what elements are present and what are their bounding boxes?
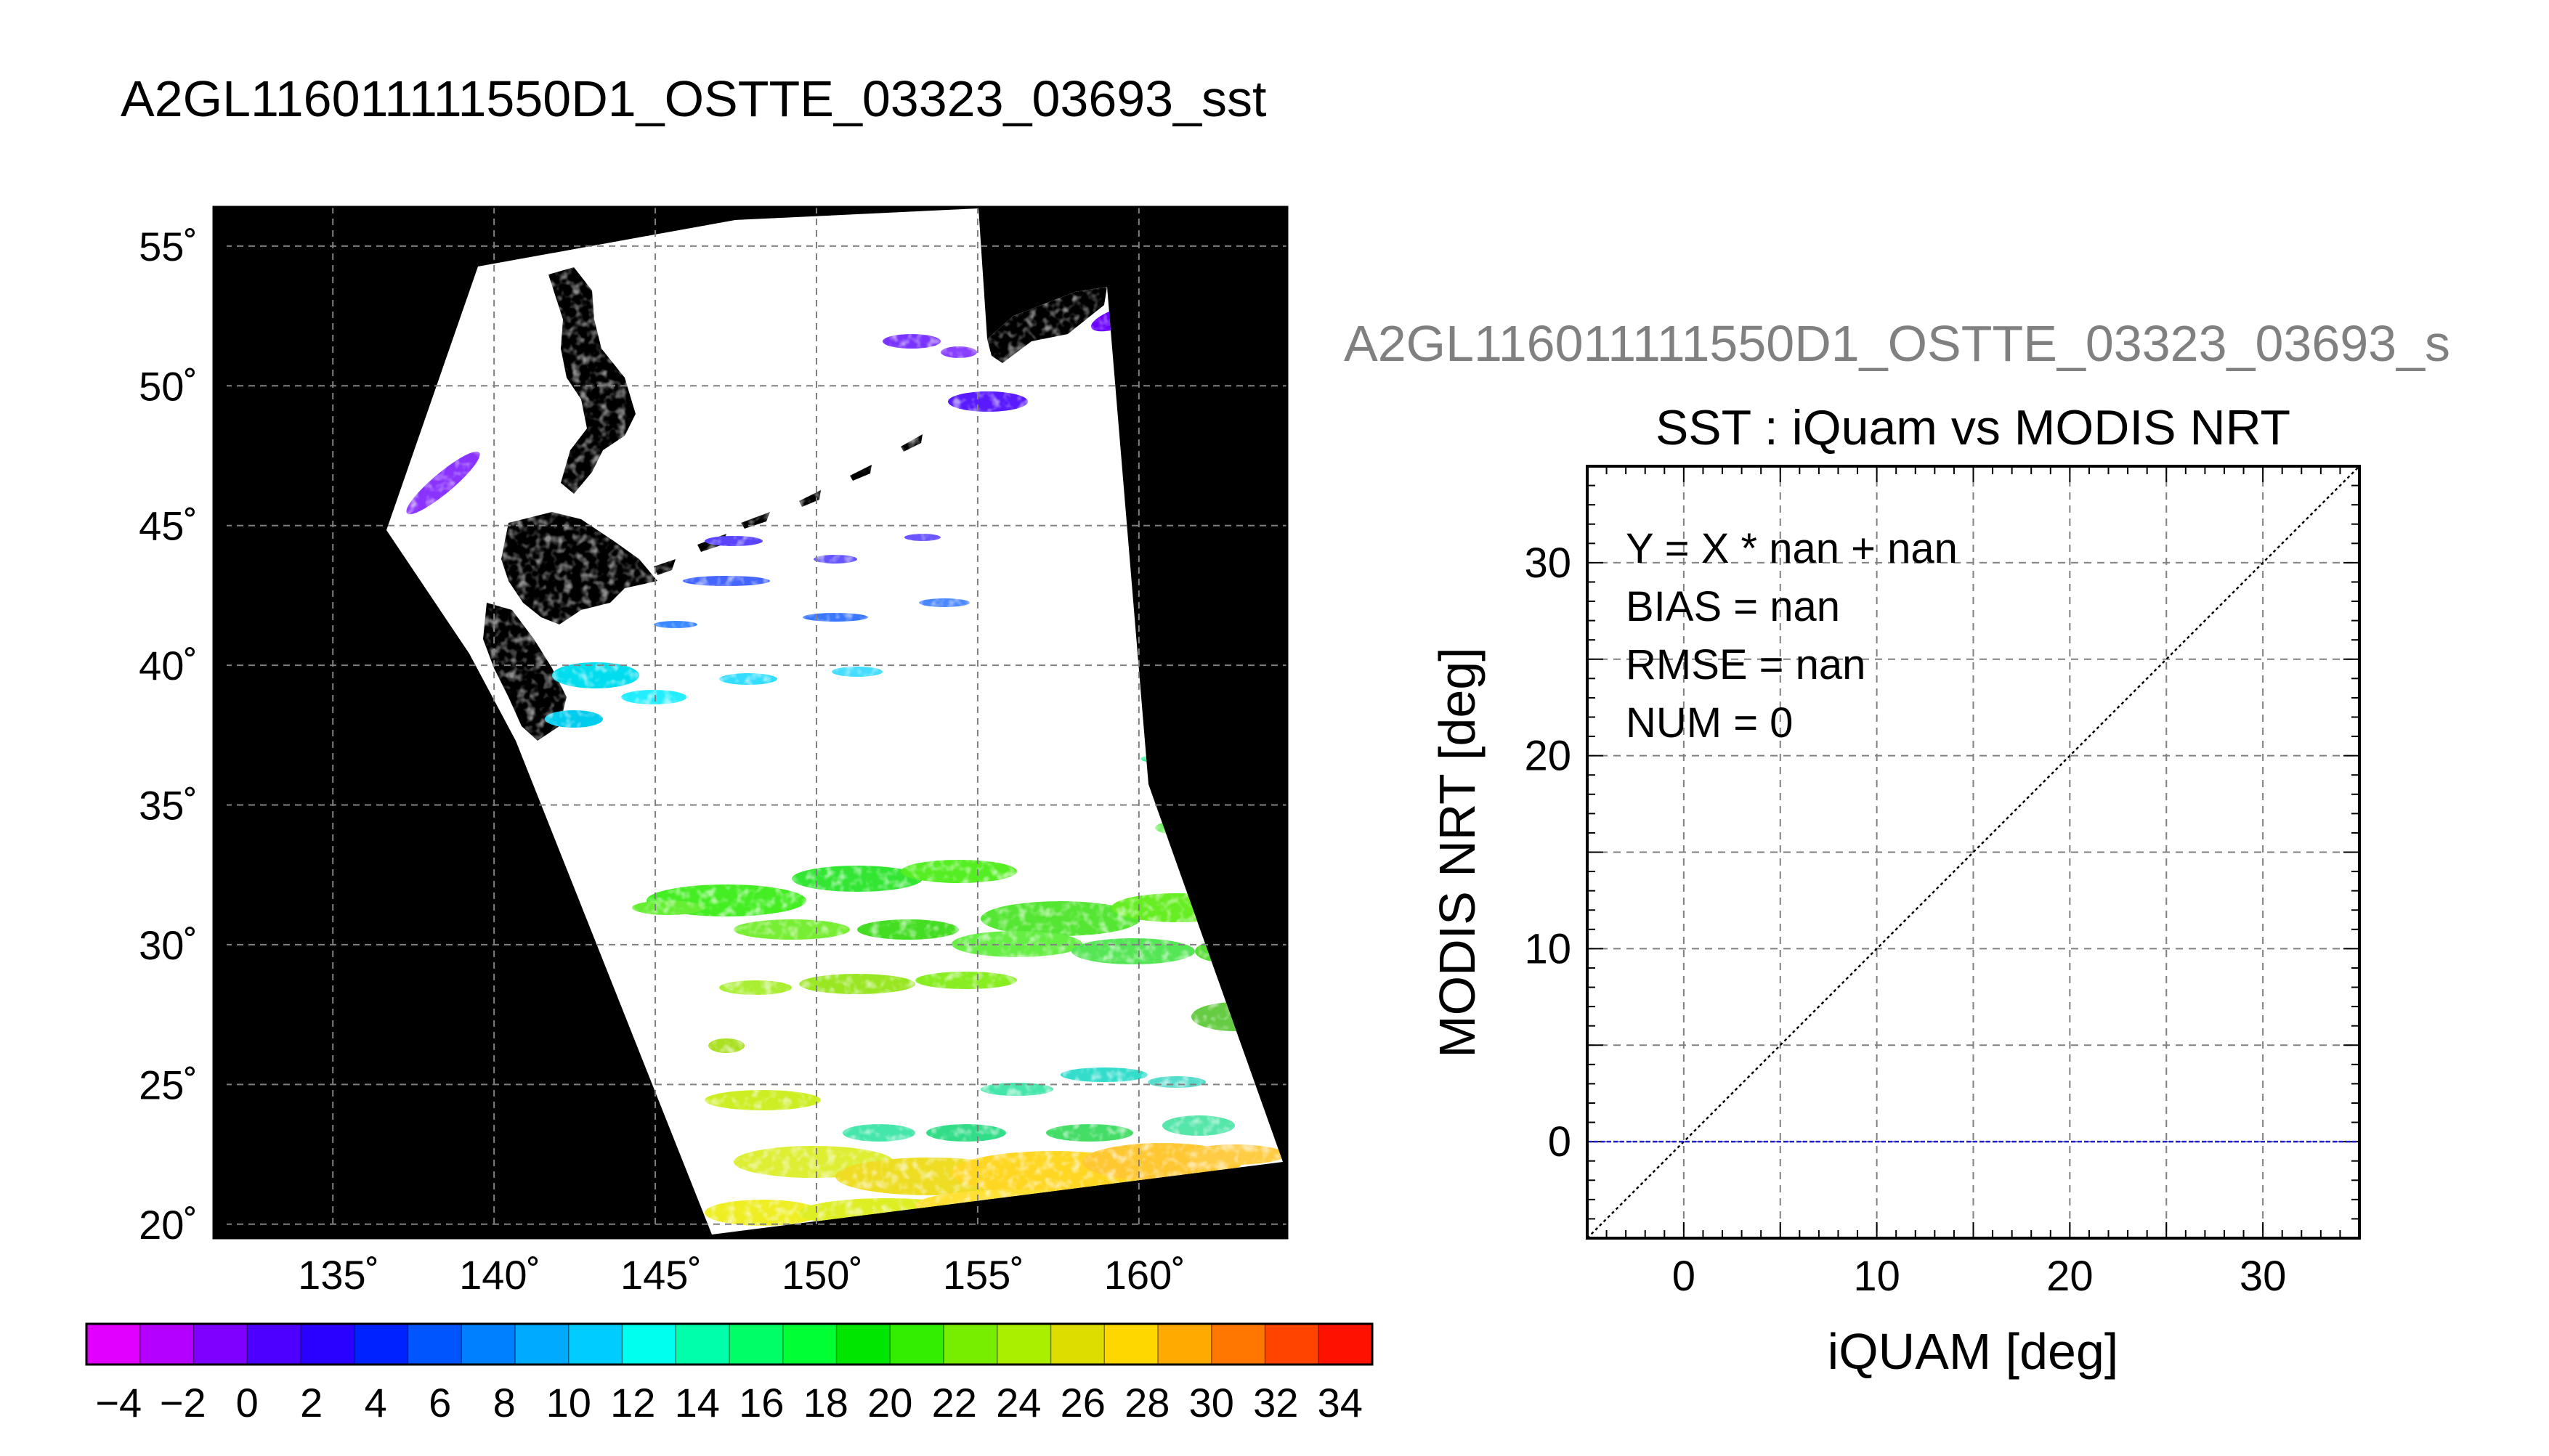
page-title: A2GL116011111550D1_OSTTE_03323_03693_sst (121, 70, 1267, 127)
lon-tick-label: 135˚ (298, 1252, 379, 1298)
lat-tick-label: 20˚ (139, 1202, 198, 1248)
colorbar-tick-label: 34 (1318, 1380, 1363, 1426)
colorbar-cell (354, 1324, 409, 1365)
colorbar-cell (1211, 1324, 1266, 1365)
colorbar-cell (729, 1324, 784, 1365)
scatter-y-tick-label: 30 (1524, 540, 1571, 587)
colorbar-frame (85, 1322, 1374, 1366)
colorbar-cell (1050, 1324, 1106, 1365)
colorbar-cell (408, 1324, 463, 1365)
colorbar: −4 −2 0 2 4 6 8 10 12 14 16 18 20 22 24 26 28 30 32 34 (85, 1322, 1374, 1426)
scatter-y-tick-label: 20 (1524, 733, 1571, 780)
scatter-title: SST : iQuam vs MODIS NRT (1656, 400, 2290, 455)
scatter-x-tick-label: 20 (2046, 1253, 2094, 1300)
scatter-file-label: A2GL116011111550D1_OSTTE_03323_03693_s (1344, 315, 2450, 372)
colorbar-tick-label: 26 (1061, 1380, 1106, 1426)
colorbar-cell (676, 1324, 730, 1365)
colorbar-cell (301, 1324, 355, 1365)
colorbar-tick-label: −4 (95, 1380, 142, 1426)
colorbar-cell (622, 1324, 677, 1365)
colorbar-tick-label: 10 (546, 1380, 591, 1426)
scatter-x-tick-label: 0 (1672, 1253, 1695, 1300)
colorbar-tick-label: 16 (739, 1380, 784, 1426)
colorbar-cell (1318, 1324, 1373, 1365)
lon-tick-label: 155˚ (943, 1252, 1024, 1298)
colorbar-cell (247, 1324, 301, 1365)
colorbar-tick-label: 28 (1124, 1380, 1170, 1426)
scatter-y-tick-label: 0 (1548, 1118, 1571, 1166)
stats-regression: Y = X * nan + nan (1626, 525, 1958, 572)
colorbar-cell (515, 1324, 570, 1365)
colorbar-tick-label: 12 (610, 1380, 655, 1426)
lat-tick-label: 50˚ (139, 363, 198, 409)
scatter-frame (1586, 465, 2361, 1240)
scatter-y-tick-labels: 0 10 20 30 (1524, 540, 1571, 1166)
lat-tick-label: 30˚ (139, 922, 198, 968)
colorbar-cell (890, 1324, 944, 1365)
colorbar-cell (461, 1324, 516, 1365)
colorbar-cell (568, 1324, 623, 1365)
colorbar-cells (86, 1324, 1373, 1365)
colorbar-cell (86, 1324, 141, 1365)
scatter-y-tick-label: 10 (1524, 925, 1571, 972)
map-frame (212, 206, 1289, 1240)
sst-map-panel: 55˚ 50˚ 45˚ 40˚ 35˚ 30˚ 25˚ 20˚ 135˚ 140˚ 145˚ 150… (139, 206, 1289, 1298)
colorbar-tick-label: 14 (675, 1380, 720, 1426)
colorbar-tick-label: 8 (493, 1380, 516, 1426)
scatter-x-tick-labels: 0 10 20 30 (1672, 1253, 2287, 1300)
stats-bias: BIAS = nan (1626, 583, 1840, 630)
lon-tick-labels: 135˚ 140˚ 145˚ 150˚ 155˚ 160˚ (298, 1252, 1186, 1298)
stats-count: NUM = 0 (1626, 699, 1793, 747)
colorbar-tick-label: 30 (1189, 1380, 1234, 1426)
scatter-grid (1587, 466, 2359, 1238)
lat-tick-label: 40˚ (139, 643, 198, 688)
colorbar-cell (782, 1324, 838, 1365)
lat-tick-labels: 55˚ 50˚ 45˚ 40˚ 35˚ 30˚ 25˚ 20˚ (139, 224, 198, 1248)
colorbar-cell (836, 1324, 891, 1365)
colorbar-cell (1104, 1324, 1159, 1365)
colorbar-tick-label: 2 (300, 1380, 323, 1426)
colorbar-cell (1158, 1324, 1212, 1365)
scatter-x-axis-label: iQUAM [deg] (1828, 1323, 2119, 1380)
lat-tick-label: 35˚ (139, 783, 198, 829)
colorbar-tick-labels: −4 −2 0 2 4 6 8 10 12 14 16 18 20 22 24 26 28 30 32 34 (95, 1380, 1363, 1426)
lon-tick-label: 140˚ (459, 1252, 540, 1298)
map-grid (214, 207, 1287, 1238)
colorbar-cell (997, 1324, 1052, 1365)
scatter-reference-lines (1586, 465, 2360, 1239)
lon-tick-label: 145˚ (620, 1252, 702, 1298)
colorbar-tick-label: 20 (867, 1380, 912, 1426)
lat-tick-label: 25˚ (139, 1062, 198, 1107)
colorbar-tick-label: 32 (1253, 1380, 1298, 1426)
colorbar-tick-label: 4 (365, 1380, 387, 1426)
colorbar-tick-label: 18 (803, 1380, 848, 1426)
lat-tick-label: 55˚ (139, 224, 198, 269)
lat-tick-label: 45˚ (139, 503, 198, 549)
scatter-x-tick-label: 10 (1853, 1253, 1900, 1300)
colorbar-cell (193, 1324, 248, 1365)
lon-tick-label: 150˚ (782, 1252, 863, 1298)
scatter-panel: A2GL116011111550D1_OSTTE_03323_03693_s S… (1344, 315, 2450, 1380)
colorbar-tick-label: 24 (996, 1380, 1041, 1426)
one-to-one-line (1586, 465, 2360, 1239)
colorbar-tick-label: 6 (429, 1380, 451, 1426)
colorbar-cell (944, 1324, 998, 1365)
stats-rmse: RMSE = nan (1626, 641, 1865, 688)
colorbar-cell (139, 1324, 195, 1365)
colorbar-tick-label: −2 (160, 1380, 206, 1426)
scatter-stats: Y = X * nan + nan BIAS = nan RMSE = nan … (1626, 525, 1958, 747)
scatter-y-axis-label: MODIS NRT [deg] (1429, 647, 1486, 1057)
lon-tick-label: 160˚ (1104, 1252, 1186, 1298)
colorbar-tick-label: 0 (236, 1380, 259, 1426)
scatter-x-tick-label: 30 (2240, 1253, 2287, 1300)
colorbar-tick-label: 22 (932, 1380, 977, 1426)
colorbar-cell (1265, 1324, 1320, 1365)
